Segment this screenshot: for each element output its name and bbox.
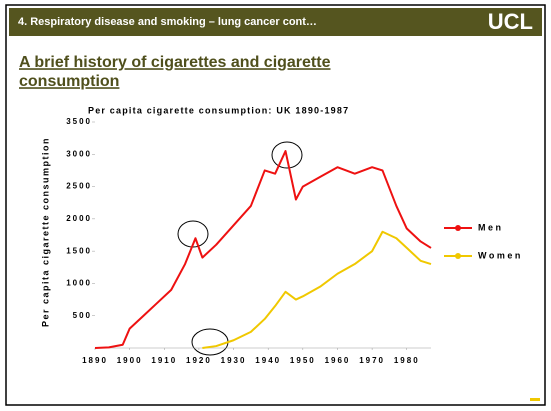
y-tick-label: 2000 [66,214,92,223]
y-tick-label: 1000 [66,279,92,288]
chart-title: Per capita cigarette consumption: UK 189… [88,105,349,115]
slide-title: consumption [19,73,119,90]
header-title: 4. Respiratory disease and smoking – lun… [18,16,317,28]
x-tick-label: 1900 [117,356,143,365]
series-line [202,230,432,349]
legend-marker [455,225,461,231]
y-tick-label: 3500 [66,117,92,126]
x-tick-label: 1910 [151,356,177,365]
y-axis-label: Per capita cigarette consumption [40,137,50,327]
x-tick-label: 1930 [221,356,247,365]
logo: UCL [488,9,533,34]
x-tick-label: 1950 [290,356,316,365]
legend-label: Men [478,222,504,232]
legend-label: Women [478,250,523,260]
header-bar [9,8,542,36]
x-tick-label: 1940 [255,356,281,365]
slide-border [5,4,546,406]
x-tick-label: 1970 [359,356,385,365]
series-line [94,150,432,349]
y-tick-label: 2500 [66,182,92,191]
legend-marker [455,253,461,259]
y-tick-label: 1500 [66,246,92,255]
slide-title: A brief history of cigarettes and cigare… [19,54,331,71]
decoration [530,398,540,401]
y-tick-label: 3000 [66,149,92,158]
x-tick-label: 1960 [325,356,351,365]
annotation-circle [271,141,303,169]
x-tick-label: 1920 [186,356,212,365]
x-tick-label: 1980 [394,356,420,365]
y-tick-label: 500 [73,311,92,320]
x-tick-label: 1890 [82,356,108,365]
